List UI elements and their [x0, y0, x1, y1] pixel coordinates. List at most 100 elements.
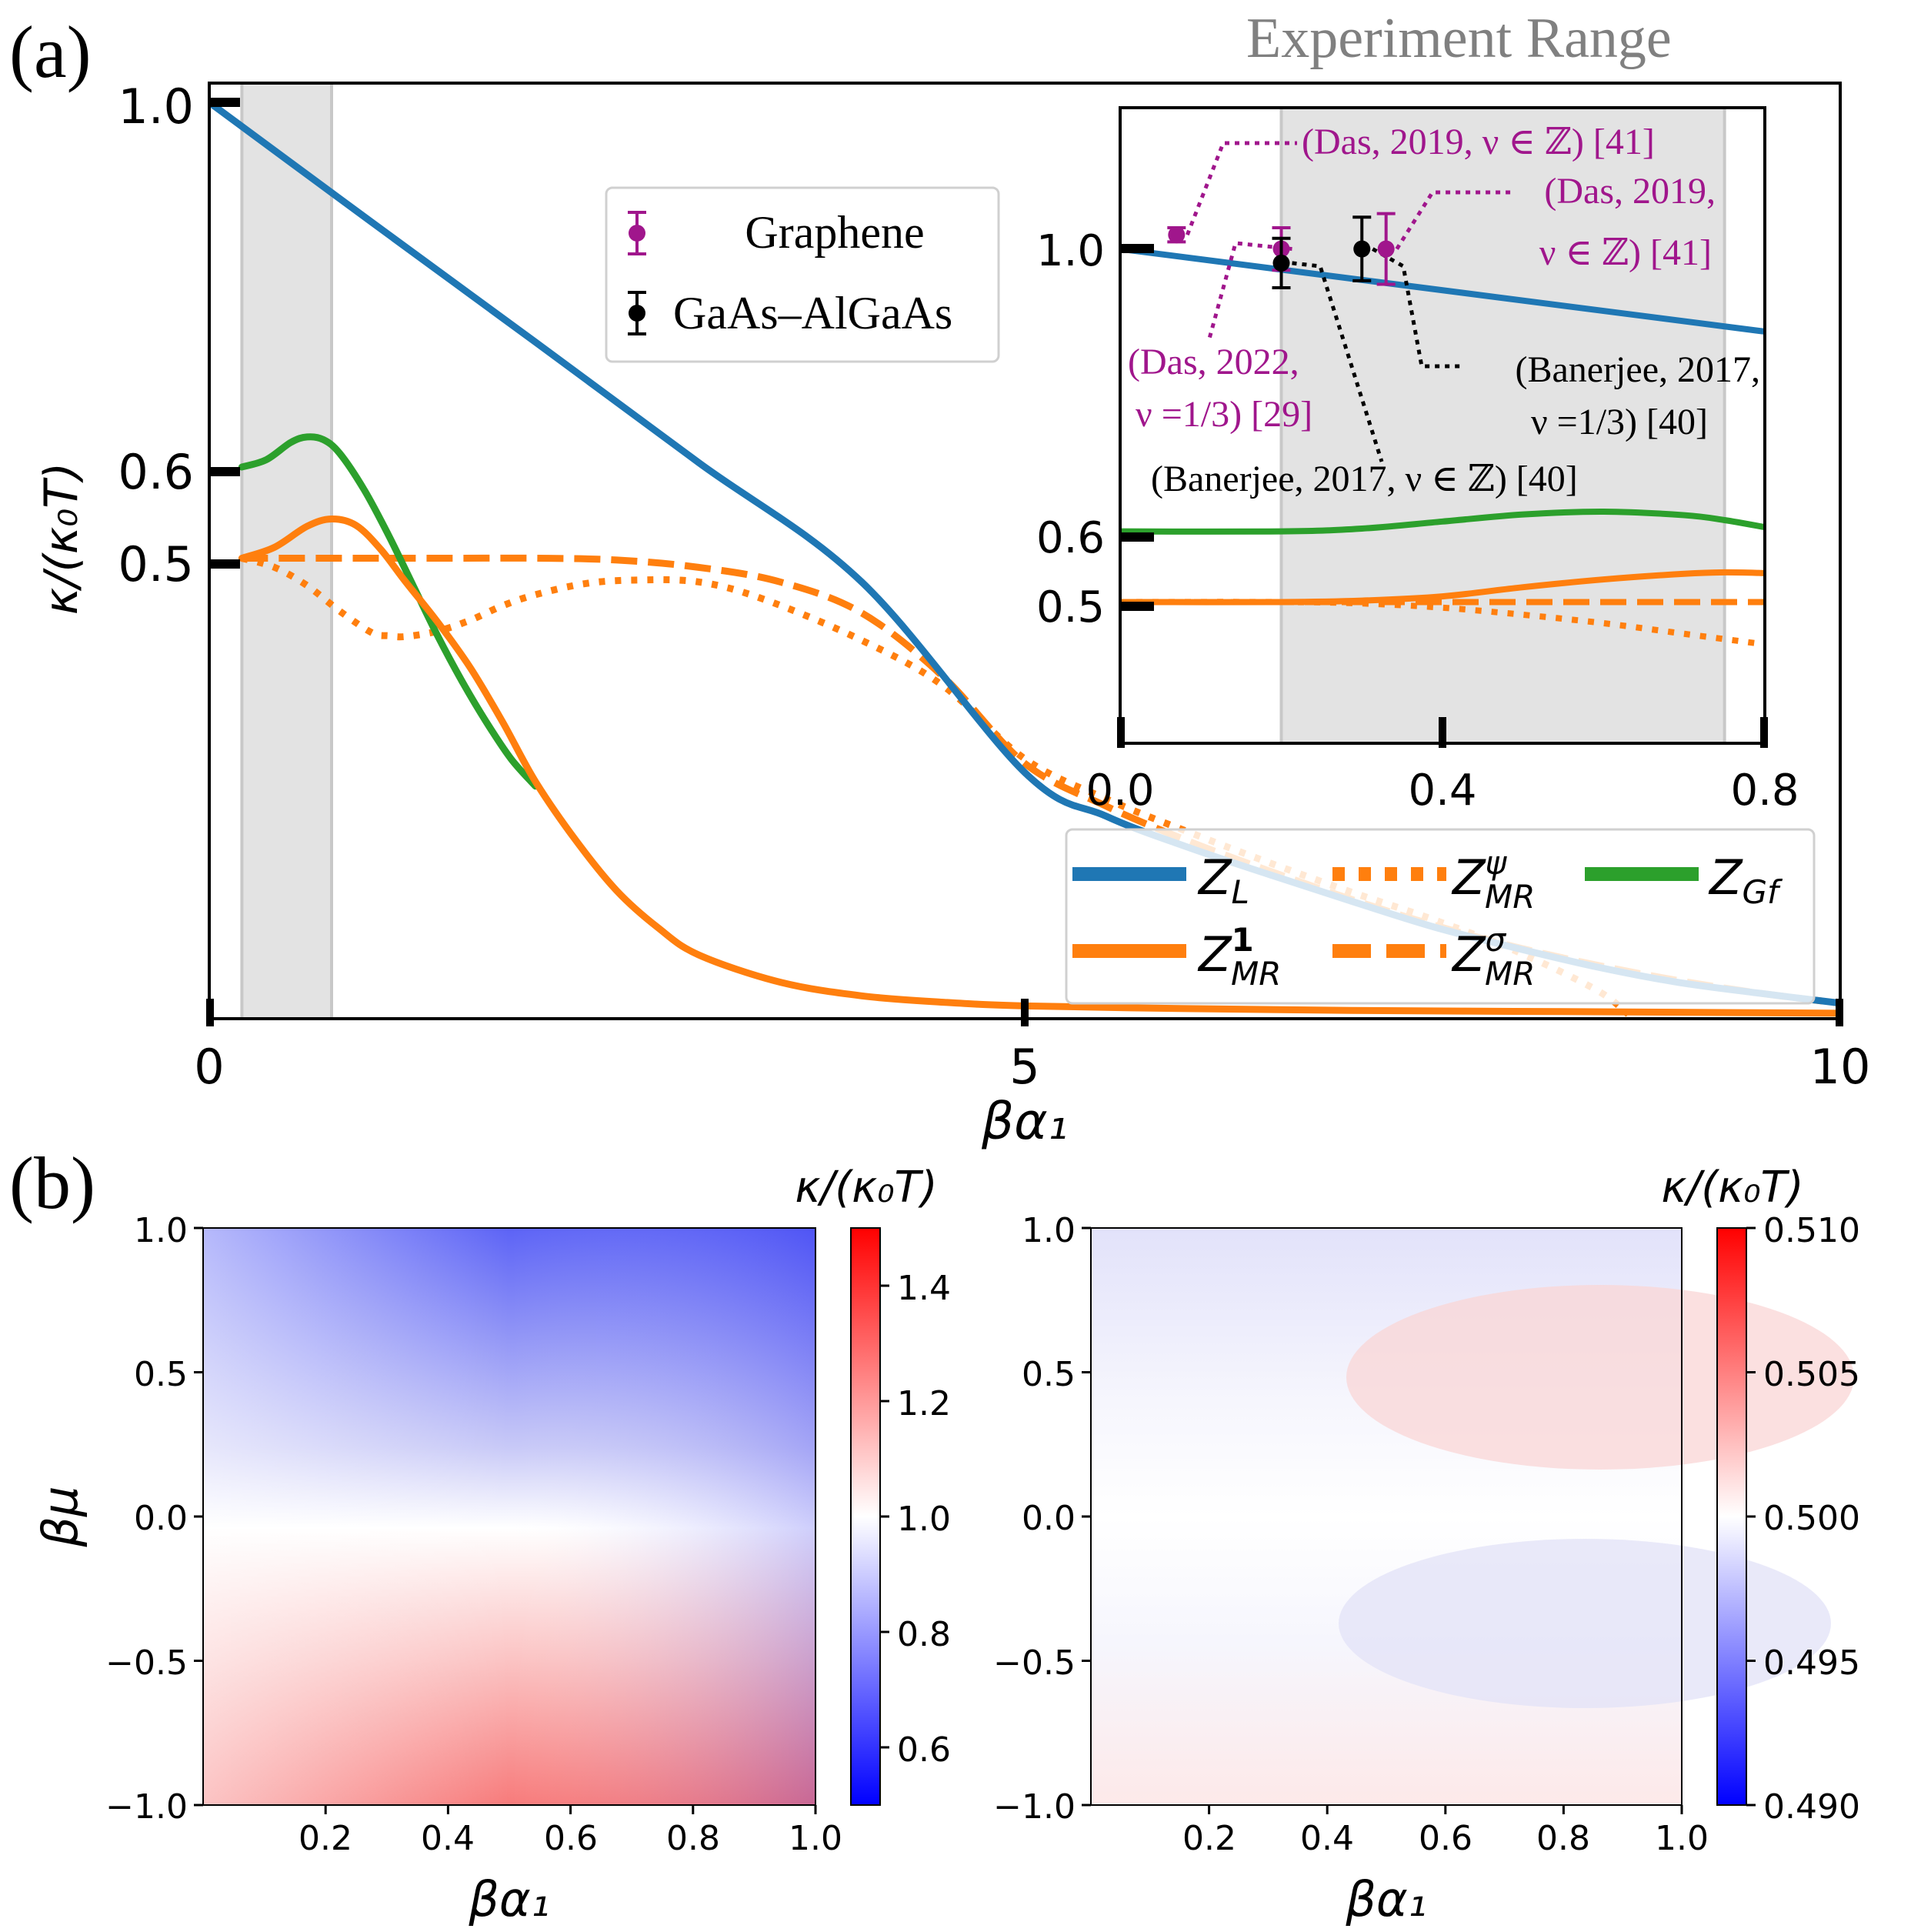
line-legend-box	[1065, 828, 1816, 1005]
line-legend: ZL Z1 MR Zψ MR Zσ MR ZGf	[1065, 828, 1816, 1005]
inset-ytick-label-0.6: 0.6	[1036, 513, 1105, 563]
marker-legend-gaas-label: GaAs–AlGaAs	[673, 288, 952, 339]
heatmap-left-ytick-1.0: 1.0	[134, 1211, 188, 1250]
inset-data-points	[1167, 212, 1396, 290]
heatmap-left-xtick-0.6: 0.6	[544, 1819, 598, 1858]
main-x-axis-label: βα₁	[981, 1092, 1068, 1151]
main-xtick-mark-5	[1021, 999, 1029, 1026]
inset-xtick-label-0.0: 0.0	[1086, 766, 1154, 816]
legend-ZMR1-sup: 1	[1231, 921, 1253, 959]
main-xtick-label-5: 5	[1009, 1039, 1039, 1095]
main-ytick-label-1.0: 1.0	[118, 78, 194, 135]
legend-ZMR1-sub: MR	[1231, 955, 1281, 993]
main-ytick-label-0.6: 0.6	[118, 444, 194, 500]
heatmap-left-ytick-0.0: 0.0	[134, 1499, 188, 1538]
heatmap-left-ytick--1.0: −1.0	[105, 1787, 188, 1827]
heatmap-right-colorbar-tick-0.505: 0.505	[1763, 1355, 1860, 1394]
inset-annotation-leaders	[1185, 141, 1512, 462]
inset-point-4	[1352, 215, 1372, 282]
heatmap-right-xtick-0.6: 0.6	[1419, 1819, 1472, 1858]
heatmap-left-ytick-0.5: 0.5	[134, 1355, 188, 1394]
main-series-ZGf	[238, 433, 539, 790]
legend-ZL-sub: L	[1231, 873, 1249, 911]
heatmap-right-ticks	[1082, 1226, 1683, 1814]
legend-ZMRpsi-sup: ψ	[1485, 844, 1507, 882]
main-series-ZMR1	[238, 516, 1840, 1017]
inset-series-ZGf	[1120, 508, 1765, 535]
main-ytick-mark-0.6	[209, 467, 240, 476]
heatmap-left: 1.0 0.5 0.0 −0.5 −1.0 0.2 0.4 0.6 0.8 1.…	[32, 1163, 951, 1927]
inset-xtick-mark-0.8	[1760, 717, 1768, 748]
main-ytick-label-0.5: 0.5	[118, 536, 194, 592]
main-xtick-mark-0	[206, 999, 214, 1026]
inset-annotation-das-2019-b-line1: (Das, 2019,	[1544, 171, 1716, 212]
inset-point-3-marker	[1272, 254, 1290, 272]
heatmap-left-colorbar-tick-0.8: 0.8	[897, 1615, 951, 1654]
panel-label-a: (a)	[9, 11, 92, 93]
inset-series-ZMR	[1120, 599, 1765, 648]
heatmap-left-colorbar-ticks	[880, 1284, 889, 1749]
inset-ytick-mark-0.6	[1120, 532, 1154, 542]
heatmap-right-xtick-1.0: 1.0	[1655, 1819, 1709, 1858]
inset-leader-das-2022	[1207, 241, 1292, 339]
marker-legend-gaas-symbol	[628, 291, 646, 335]
inset-ytick-mark-1.0	[1120, 244, 1154, 253]
inset-point-4-marker	[1353, 240, 1371, 258]
inset-ytick-mark-0.5	[1120, 602, 1154, 611]
inset-point-2-marker	[1377, 240, 1395, 258]
heatmap-right-colorbar-tick-0.490: 0.490	[1763, 1787, 1860, 1827]
inset-leader-das-2019-b	[1395, 190, 1512, 250]
heatmap-left-xtick-0.2: 0.2	[298, 1819, 352, 1858]
inset-leader-das-2019-a	[1185, 141, 1297, 236]
heatmap-left-colorbar	[850, 1227, 881, 1806]
inset-shade-rect	[1281, 108, 1725, 743]
heatmap-right-ytick-0.0: 0.0	[1022, 1499, 1076, 1538]
legend-ZGf-base: Z	[1708, 849, 1743, 906]
heatmap-left-x-axis-label: βα₁	[468, 1871, 549, 1927]
marker-legend: Graphene GaAs–AlGaAs	[605, 186, 1000, 363]
heatmap-right: 1.0 0.5 0.0 −0.5 −1.0 0.2 0.4 0.6 0.8 1.…	[993, 1163, 1860, 1927]
legend-ZGf-sub: Gf	[1742, 873, 1783, 911]
legend-ZL-base: Z	[1197, 849, 1232, 906]
heatmap-right-colorbar-tick-0.500: 0.500	[1763, 1499, 1860, 1538]
legend-ZL: ZL	[1197, 849, 1249, 911]
main-y-axis-label: κ/(κ₀T)	[35, 462, 88, 615]
inset-ytick-label-1.0: 1.0	[1036, 226, 1105, 276]
heatmap-left-field-overlay	[203, 1228, 815, 1805]
heatmap-left-colorbar-tick-1.0: 1.0	[897, 1500, 951, 1539]
heatmap-left-colorbar-label: κ/(κ₀T)	[795, 1163, 937, 1213]
marker-legend-graphene-label: Graphene	[745, 207, 924, 258]
inset-annotation-banerjee-2017-a-line2: ν =1/3) [40]	[1531, 402, 1708, 442]
legend-ZMR1-base: Z	[1197, 926, 1232, 983]
legend-ZMRsigma: Zσ MR	[1451, 921, 1535, 993]
heatmap-right-colorbar-ticks	[1746, 1226, 1756, 1807]
heatmap-right-x-axis-label: βα₁	[1345, 1871, 1426, 1927]
marker-legend-graphene-symbol	[628, 211, 646, 255]
main-ytick-mark-1.0	[209, 98, 240, 107]
legend-ZGf: ZGf	[1708, 849, 1783, 911]
heatmap-left-colorbar-tick-0.6: 0.6	[897, 1730, 951, 1770]
main-plot: 1.0 0.6 0.5 0 5 10 βα₁ κ/(κ₀T) Graphene …	[35, 78, 1870, 1151]
heatmap-right-colorbar	[1716, 1227, 1747, 1806]
heatmap-left-xtick-0.8: 0.8	[666, 1819, 720, 1858]
heatmap-left-ticks	[194, 1226, 817, 1814]
legend-ZMRsigma-sup: σ	[1485, 921, 1506, 959]
heatmap-right-ytick-1.0: 1.0	[1022, 1211, 1076, 1250]
main-xtick-label-10: 10	[1810, 1039, 1871, 1095]
inset-point-0-marker	[1168, 226, 1186, 244]
heatmap-right-colorbar-tick-0.510: 0.510	[1763, 1211, 1860, 1250]
heatmap-right-colorbar-label: κ/(κ₀T)	[1661, 1163, 1803, 1213]
inset-point-2	[1376, 212, 1396, 286]
heatmap-right-xtick-0.2: 0.2	[1182, 1819, 1236, 1858]
heatmap-right-xtick-0.8: 0.8	[1536, 1819, 1590, 1858]
heatmap-right-ytick--1.0: −1.0	[993, 1787, 1076, 1827]
inset-xtick-label-0.8: 0.8	[1730, 766, 1799, 816]
heatmap-left-y-axis-label: βμ	[32, 1486, 88, 1547]
legend-ZMRpsi-sub: MR	[1485, 878, 1535, 916]
marker-legend-box	[605, 186, 1000, 363]
legend-ZMRpsi: Zψ MR	[1451, 844, 1535, 916]
heatmap-left-xtick-0.4: 0.4	[421, 1819, 475, 1858]
heatmap-left-ytick--0.5: −0.5	[105, 1643, 188, 1683]
inset-xtick-label-0.4: 0.4	[1408, 766, 1476, 816]
